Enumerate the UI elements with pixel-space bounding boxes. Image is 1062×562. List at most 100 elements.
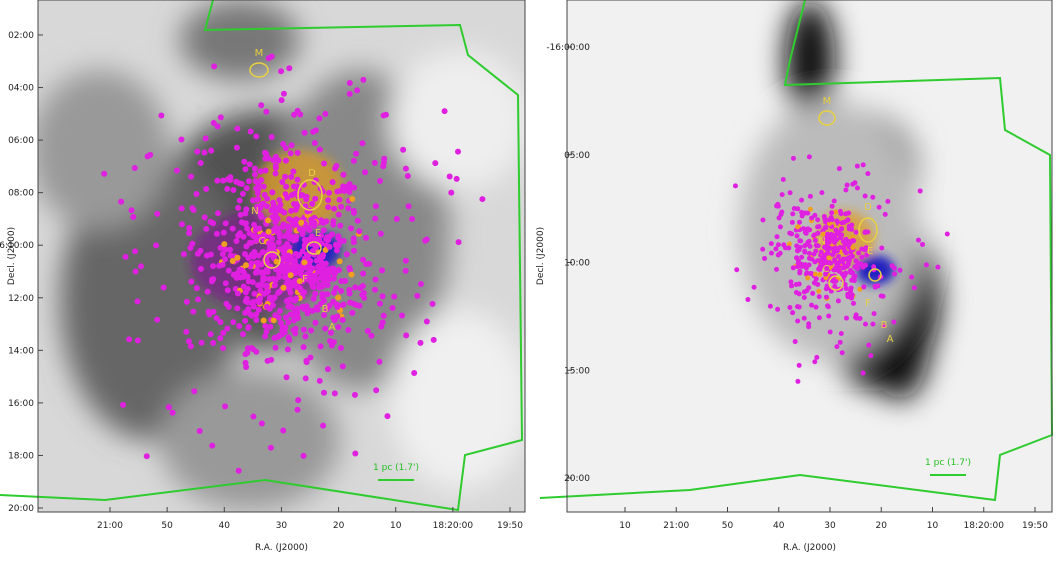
x-tick-label: 18:20:00: [964, 521, 1005, 531]
source-dot: [330, 339, 337, 346]
source-dot: [268, 53, 275, 60]
source-dot: [101, 170, 108, 177]
source-dot: [814, 354, 820, 360]
source-dot: [363, 260, 370, 267]
source-dot: [244, 225, 251, 232]
source-dot: [300, 344, 307, 351]
source-dot: [432, 160, 439, 167]
source-dot: [242, 317, 249, 324]
source-dot: [183, 328, 190, 335]
source-dot: [843, 211, 849, 217]
source-dot: [279, 178, 286, 185]
source-dot: [268, 134, 275, 141]
source-dot: [241, 250, 248, 257]
source-dot: [245, 254, 252, 261]
source-dot: [423, 236, 430, 243]
source-dot: [860, 370, 866, 376]
region-label: A: [887, 334, 894, 345]
source-dot: [393, 216, 400, 223]
source-dot: [217, 335, 224, 342]
source-dot: [329, 231, 336, 238]
source-dot: [340, 237, 347, 244]
source-dot: [198, 339, 205, 346]
source-dot: [404, 173, 411, 180]
source-dot: [837, 208, 843, 214]
source-dot: [280, 427, 287, 434]
source-dot: [263, 203, 270, 210]
source-dot: [360, 76, 367, 83]
source-dot: [775, 242, 781, 248]
scale-bar-label: 1 pc (1.7'): [925, 458, 971, 468]
source-dot: [194, 148, 201, 155]
source-dot: [310, 128, 317, 135]
source-dot: [236, 323, 243, 330]
source-dot: [777, 224, 783, 230]
source-dot: [842, 241, 848, 247]
source-dot: [187, 244, 194, 251]
source-dot: [844, 182, 850, 188]
source-dot: [282, 145, 289, 152]
source-dot: [839, 232, 845, 238]
source-dot: [303, 264, 310, 271]
source-dot: [446, 173, 453, 180]
y-tick-label: 18:00: [8, 451, 34, 461]
source-dot: [831, 267, 837, 273]
source-dot: [285, 296, 292, 303]
source-dot: [856, 250, 862, 256]
region-label: M: [823, 96, 832, 107]
source-dot: [245, 278, 252, 285]
source-dot: [253, 316, 260, 323]
source-dot: [229, 258, 236, 265]
source-dot: [777, 250, 783, 256]
region-label: E: [315, 228, 321, 239]
source-dot: [294, 305, 301, 312]
source-dot: [372, 203, 379, 210]
y-tick-label: 08:00: [8, 189, 34, 199]
source-dot: [326, 302, 333, 309]
source-dot: [838, 331, 844, 337]
source-dot: [239, 190, 246, 197]
source-dot: [295, 397, 302, 404]
source-dot: [389, 305, 396, 312]
source-dot: [265, 288, 272, 295]
source-dot: [272, 277, 279, 284]
source-dot: [272, 162, 279, 169]
source-dot: [270, 157, 277, 164]
source-dot: [324, 281, 331, 288]
source-dot: [340, 183, 347, 190]
source-dot: [857, 261, 863, 267]
source-dot: [256, 299, 263, 306]
source-dot: [213, 315, 220, 322]
source-dot: [308, 327, 315, 334]
x-tick-label: 40: [773, 521, 785, 531]
source-dot: [262, 323, 269, 330]
source-dot: [775, 203, 781, 209]
source-dot: [188, 278, 195, 285]
source-dot: [316, 146, 323, 153]
source-dot: [402, 267, 409, 274]
source-dot: [246, 230, 253, 237]
source-dot: [353, 150, 360, 157]
source-dot: [272, 344, 279, 351]
source-dot: [815, 224, 821, 230]
source-dot: [350, 157, 357, 164]
source-dot: [794, 255, 800, 261]
source-dot: [282, 173, 289, 180]
source-dot: [241, 158, 248, 165]
source-dot: [210, 120, 217, 127]
source-dot: [131, 164, 138, 171]
source-dot: [275, 239, 282, 246]
y-tick-label: 14:00: [8, 346, 34, 356]
source-dot: [233, 238, 240, 245]
source-dot: [751, 284, 757, 290]
source-dot: [334, 188, 341, 195]
source-dot: [265, 217, 272, 224]
source-dot: [223, 300, 230, 307]
source-dot: [911, 285, 917, 291]
source-dot: [250, 253, 257, 260]
source-dot: [225, 267, 232, 274]
source-dot: [826, 255, 832, 261]
source-dot: [270, 317, 277, 324]
source-dot: [243, 295, 250, 302]
source-dot: [211, 63, 218, 70]
